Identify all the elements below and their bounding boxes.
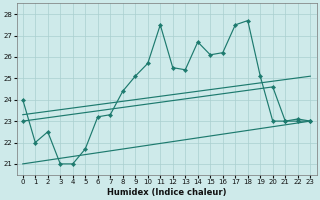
X-axis label: Humidex (Indice chaleur): Humidex (Indice chaleur): [107, 188, 226, 197]
